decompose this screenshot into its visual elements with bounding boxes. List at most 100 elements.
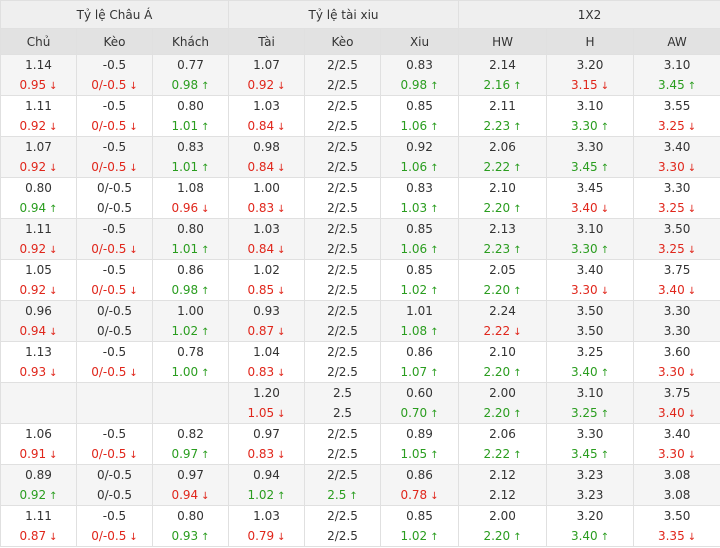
col-header-away: Khách — [153, 29, 229, 55]
odds-value: 0.93 — [19, 365, 46, 379]
odds-value: 0.98 — [171, 283, 198, 297]
odds-value: 3.30 — [577, 140, 604, 154]
odds-value: 3.75 — [664, 263, 691, 277]
current-odds: 2/2.5 — [305, 526, 380, 546]
arrow-up-icon — [601, 163, 609, 174]
odds-value: 0/-0.5 — [97, 201, 132, 215]
current-odds: 0.97 — [153, 444, 228, 464]
odds-value: 2.22 — [483, 160, 510, 174]
opening-odds: -0.5 — [77, 137, 152, 157]
cell-away — [153, 383, 229, 424]
odds-value: 0/-0.5 — [97, 488, 132, 502]
group-header-over-under: Tỷ lệ tài xiu — [229, 1, 459, 29]
current-odds: 0.70 — [381, 403, 458, 423]
current-odds: 0/-0.5 — [77, 485, 152, 505]
odds-value: 1.00 — [171, 365, 198, 379]
opening-odds: 3.20 — [547, 55, 633, 75]
opening-odds: 2.24 — [459, 301, 546, 321]
current-odds: 1.02 — [381, 280, 458, 300]
odds-value: 0.96 — [171, 201, 198, 215]
opening-odds: 3.30 — [547, 137, 633, 157]
odds-value: 0.80 — [177, 99, 204, 113]
current-odds: 0/-0.5 — [77, 198, 152, 218]
odds-value: 3.25 — [571, 406, 598, 420]
odds-value: 2.16 — [483, 78, 510, 92]
opening-odds: 0.86 — [381, 342, 458, 362]
odds-value: 3.30 — [577, 427, 604, 441]
opening-odds: 3.08 — [634, 465, 720, 485]
arrow-up-icon — [201, 450, 209, 461]
opening-odds: 1.04 — [229, 342, 304, 362]
opening-odds — [1, 383, 76, 403]
arrow-down-icon — [688, 245, 696, 256]
odds-body: 1.140.95-0.50/-0.50.770.981.070.922/2.52… — [1, 55, 720, 547]
odds-value: 1.01 — [171, 160, 198, 174]
odds-value: 2.22 — [483, 447, 510, 461]
arrow-down-icon — [277, 450, 285, 461]
odds-value: 3.20 — [577, 509, 604, 523]
odds-value: 0.82 — [177, 427, 204, 441]
odds-value: -0.5 — [103, 263, 126, 277]
current-odds: 3.40 — [634, 403, 720, 423]
arrow-down-icon — [277, 409, 285, 420]
odds-value: 1.05 — [25, 263, 52, 277]
odds-value: 2.5 — [333, 386, 352, 400]
current-odds — [153, 403, 228, 423]
arrow-down-icon — [688, 286, 696, 297]
opening-odds: 2/2.5 — [305, 55, 380, 75]
arrow-up-icon — [201, 286, 209, 297]
arrow-up-icon — [601, 368, 609, 379]
odds-value: 1.03 — [253, 222, 280, 236]
odds-value: 2.11 — [489, 99, 516, 113]
odds-value: 0.84 — [247, 242, 274, 256]
arrow-up-icon — [513, 245, 521, 256]
current-odds: 1.05 — [381, 444, 458, 464]
odds-value: 0.97 — [171, 447, 198, 461]
current-odds: 3.08 — [634, 485, 720, 505]
odds-value: 1.03 — [253, 99, 280, 113]
opening-odds: 2/2.5 — [305, 506, 380, 526]
arrow-down-icon — [129, 163, 137, 174]
odds-value: 1.11 — [25, 509, 52, 523]
odds-value: -0.5 — [103, 58, 126, 72]
odds-value: 2/2.5 — [327, 58, 358, 72]
current-odds: 2.22 — [459, 444, 546, 464]
arrow-down-icon — [49, 245, 57, 256]
odds-value: 0/-0.5 — [97, 468, 132, 482]
current-odds: 2/2.5 — [305, 239, 380, 259]
opening-odds: 0.86 — [153, 260, 228, 280]
odds-value: 3.08 — [664, 488, 691, 502]
arrow-down-icon — [277, 122, 285, 133]
odds-value: 0.98 — [400, 78, 427, 92]
current-odds: 1.01 — [153, 239, 228, 259]
opening-odds: 3.25 — [547, 342, 633, 362]
opening-odds: 3.50 — [634, 506, 720, 526]
opening-odds: 3.30 — [634, 301, 720, 321]
opening-odds: 0.97 — [229, 424, 304, 444]
odds-value: 3.10 — [577, 386, 604, 400]
opening-odds: 0.89 — [1, 465, 76, 485]
current-odds — [77, 403, 152, 423]
odds-value: 2.00 — [489, 509, 516, 523]
odds-value: 2.10 — [489, 181, 516, 195]
cell-away-win: 3.08 3.08 — [634, 465, 720, 506]
odds-value: 2/2.5 — [327, 160, 358, 174]
arrow-down-icon — [688, 450, 696, 461]
opening-odds: 0.97 — [153, 465, 228, 485]
group-header-row: Tỷ lệ Châu Á Tỷ lệ tài xiu 1X2 — [1, 1, 720, 29]
cell-handicap — [77, 383, 153, 424]
odds-value: 3.08 — [664, 468, 691, 482]
current-odds: 0.95 — [1, 75, 76, 95]
arrow-down-icon — [129, 532, 137, 543]
current-odds: 2/2.5 — [305, 362, 380, 382]
